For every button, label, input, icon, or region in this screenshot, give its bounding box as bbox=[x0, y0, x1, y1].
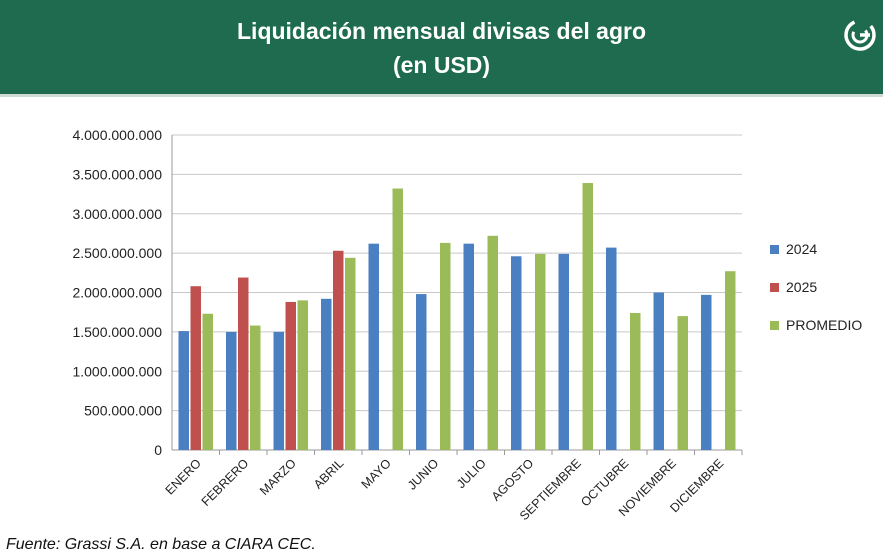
bar-2024-enero bbox=[178, 331, 189, 450]
bar-2024-diciembre bbox=[701, 294, 712, 450]
chart-title: Liquidación mensual divisas del agro bbox=[237, 18, 646, 44]
bar-promedio-abril bbox=[345, 257, 356, 450]
x-tick-label: JUNIO bbox=[405, 456, 442, 493]
chart-subtitle: (en USD) bbox=[392, 52, 491, 78]
x-tick-label: AGOSTO bbox=[489, 456, 537, 504]
header-banner: Liquidación mensual divisas del agro (en… bbox=[0, 0, 883, 97]
bar-promedio-septiembre bbox=[582, 183, 593, 450]
bar-2024-agosto bbox=[511, 256, 522, 450]
y-tick-label: 2.500.000.000 bbox=[72, 245, 162, 261]
bar-2025-marzo bbox=[285, 301, 296, 450]
bar-2024-julio bbox=[463, 243, 474, 450]
x-tick-label: ABRIL bbox=[311, 456, 346, 491]
y-tick-label: 0 bbox=[154, 442, 162, 458]
y-tick-label: 500.000.000 bbox=[84, 403, 162, 419]
grassi-logo-icon bbox=[844, 19, 876, 51]
bar-2024-septiembre bbox=[558, 253, 569, 450]
bar-chart: 0 500.000.000 1.000.000.000 1.500.000.000 2.… bbox=[72, 127, 862, 523]
y-tick-label: 3.500.000.000 bbox=[72, 166, 162, 182]
bar-2024-febrero bbox=[226, 331, 237, 450]
x-tick-label: MAYO bbox=[359, 456, 394, 491]
bar-2024-mayo bbox=[368, 243, 379, 450]
bar-promedio-enero bbox=[202, 313, 213, 450]
legend-swatch-2025 bbox=[770, 283, 779, 292]
y-tick-label: 3.000.000.000 bbox=[72, 206, 162, 222]
bar-promedio-febrero bbox=[250, 325, 261, 450]
source-note: Fuente: Grassi S.A. en base a CIARA CEC. bbox=[6, 536, 316, 553]
legend-label-2025: 2025 bbox=[786, 279, 817, 295]
bar-2024-abril bbox=[321, 298, 332, 450]
bar-2024-octubre bbox=[606, 247, 617, 450]
y-tick-label: 2.000.000.000 bbox=[72, 285, 162, 301]
bar-promedio-noviembre bbox=[677, 316, 688, 450]
y-tick-label: 4.000.000.000 bbox=[72, 127, 162, 143]
x-tick-label: ENERO bbox=[163, 456, 205, 498]
bar-2025-abril bbox=[333, 250, 344, 450]
legend-swatch-promedio bbox=[770, 321, 779, 330]
bar-promedio-octubre bbox=[630, 312, 641, 450]
x-tick-label: FEBRERO bbox=[199, 456, 252, 509]
bar-2025-febrero bbox=[238, 277, 249, 450]
bar-2024-marzo bbox=[273, 331, 284, 450]
bar-2024-noviembre bbox=[653, 292, 664, 450]
bar-2025-enero bbox=[190, 286, 201, 450]
bar-promedio-mayo bbox=[392, 188, 403, 451]
chart-area: 0 500.000.000 1.000.000.000 1.500.000.000 2.… bbox=[0, 97, 883, 537]
bar-promedio-agosto bbox=[535, 253, 546, 450]
y-tick-label: 1.000.000.000 bbox=[72, 363, 162, 379]
legend-swatch-2024 bbox=[770, 245, 779, 254]
y-tick-label: 1.500.000.000 bbox=[72, 324, 162, 340]
bar-promedio-julio bbox=[487, 235, 498, 450]
legend-label-2024: 2024 bbox=[786, 241, 817, 257]
bar-promedio-diciembre bbox=[725, 271, 736, 450]
bar-promedio-marzo bbox=[297, 300, 308, 450]
x-tick-label: JULIO bbox=[454, 456, 489, 491]
bar-promedio-junio bbox=[440, 242, 451, 450]
legend-label-promedio: PROMEDIO bbox=[786, 317, 862, 333]
bar-2024-junio bbox=[416, 294, 427, 450]
x-tick-label: MARZO bbox=[257, 456, 299, 498]
